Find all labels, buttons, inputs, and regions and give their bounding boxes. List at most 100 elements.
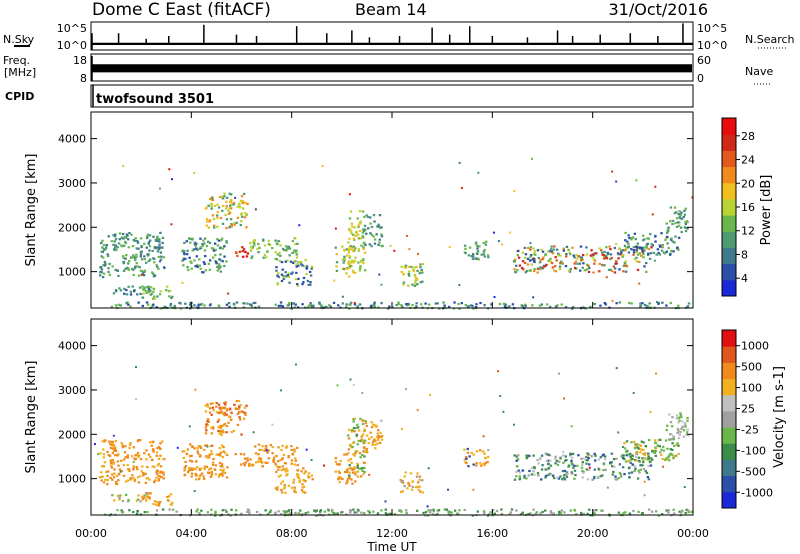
power-cell [553,245,556,248]
power-cell [407,274,411,277]
velocity-cell [546,462,550,466]
power-cell [228,306,231,309]
velocity-ytick-label: 4000 [58,340,86,353]
time-xlabel: Time UT [366,540,417,554]
power-cell [165,285,169,288]
power-cell [476,244,479,248]
velocity-cell [625,454,628,457]
power-cell [427,303,431,306]
velocity-cell [282,510,286,513]
power-cell [114,268,117,271]
power-cell [229,193,233,196]
velocity-cell [571,452,575,456]
velocity-cell [360,467,364,470]
power-cell [157,248,161,251]
velocity-cell [540,468,544,471]
power-cell [143,269,147,272]
power-cell [359,237,363,240]
velocity-cell [662,445,665,448]
velocity-cell [479,449,482,452]
power-cell [136,241,140,244]
velocity-speck [404,388,407,391]
power-cell [134,258,137,261]
power-cell [576,257,579,260]
velocity-cell [610,452,614,455]
velocity-cell [106,483,109,486]
power-cell [647,237,650,240]
power-cell [643,246,646,249]
velocity-cell [157,479,160,482]
power-cell [605,246,608,249]
power-cell [152,235,155,238]
power-cell [127,303,130,306]
power-cell [351,248,354,251]
velocity-cell [637,510,640,513]
power-cell [227,302,231,305]
power-cell [223,192,226,195]
power-cell [246,302,249,305]
velocity-cell [100,479,103,482]
velocity-cell [159,454,162,457]
power-cell [622,270,625,273]
power-cell [213,204,217,207]
power-cell [602,253,605,257]
power-cell [350,264,353,268]
velocity-cell [350,461,353,464]
velocity-cell [143,494,146,497]
power-cell [207,226,211,229]
power-cell [604,255,608,258]
velocity-cell [634,443,637,446]
power-cell [464,247,467,250]
power-cell [104,263,107,266]
power-cell [163,305,167,308]
power-cell [660,232,663,235]
velocity-cell [137,481,141,484]
velocity-cell [210,513,213,516]
power-cell [214,261,218,264]
power-cell [148,249,151,252]
power-cell [397,302,401,306]
velocity-cell [282,468,286,471]
velocity-cell [573,469,577,472]
power-cell [212,217,216,221]
velocity-cell [676,431,679,435]
velocity-cell [156,473,159,476]
power-cell [257,251,260,254]
power-cell [294,278,298,281]
power-cell [129,293,133,296]
power-cell [179,307,183,310]
power-cell [299,263,303,266]
power-cell [420,268,423,272]
power-cell [353,271,357,275]
velocity-cell [112,462,115,465]
power-cell [642,253,645,256]
velocity-cell [347,452,350,455]
velocity-cell [360,438,363,441]
velocity-cell [563,469,567,473]
velocity-cell [190,472,194,475]
velocity-cell [558,512,561,515]
velocity-cell [234,453,237,456]
power-cell [252,241,256,245]
velocity-cell [679,412,682,415]
velocity-cell [353,466,356,469]
velocity-cell [517,454,520,457]
velocity-cell [198,512,201,515]
power-cell [584,269,587,272]
power-cell [370,225,374,229]
power-cell [609,253,613,256]
power-cell [366,215,370,218]
velocity-speck [655,372,658,375]
velocity-cell [618,471,622,475]
power-cell [348,307,351,310]
power-speck [661,245,664,248]
velocity-cell [676,442,679,445]
velocity-cell [306,475,310,478]
power-cell [479,301,482,305]
power-cell [540,303,543,306]
power-cell [447,305,451,309]
velocity-cell [614,475,617,478]
power-cell [243,216,247,219]
power-colorbar-swatch [722,263,736,281]
velocity-cell [603,458,607,461]
